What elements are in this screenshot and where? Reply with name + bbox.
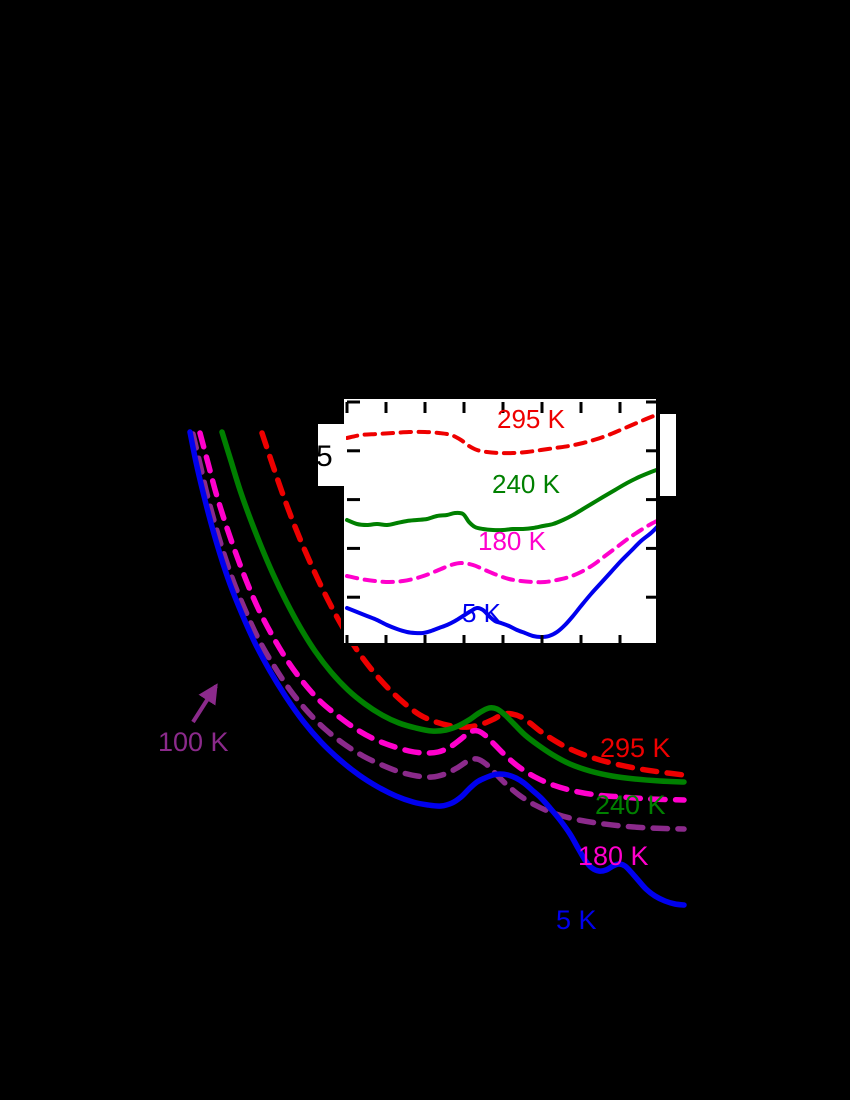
main-label-295K: 295 K	[600, 733, 671, 763]
inset-label-240K: 240 K	[492, 469, 560, 499]
inset-ytick-label-5: 5	[316, 440, 333, 473]
curve-295K	[345, 412, 656, 456]
inset-axis-ticks	[345, 400, 656, 643]
inset-label-295K: 295 K	[497, 404, 565, 434]
inset-label-5K: 5 K	[462, 598, 502, 628]
curve-5K	[187, 429, 687, 908]
main-label-240K: 240 K	[595, 790, 666, 820]
inset-plot-curves	[345, 412, 656, 639]
main-label-180K: 180 K	[578, 841, 649, 871]
inset-right-patch	[660, 414, 676, 496]
main-label-100K: 100 K	[158, 727, 229, 757]
inset-ytick-patch	[318, 424, 346, 486]
curve-240K	[219, 429, 687, 785]
curve-240K	[345, 467, 656, 533]
inset-label-180K: 180 K	[478, 526, 546, 556]
inset-panel	[341, 396, 659, 646]
curve-295K	[259, 430, 687, 778]
curve-180K	[345, 519, 656, 585]
main-label-5K: 5 K	[556, 905, 597, 935]
curve-180K	[197, 430, 687, 803]
curve-100K	[190, 431, 687, 832]
curve-5K	[345, 525, 656, 639]
